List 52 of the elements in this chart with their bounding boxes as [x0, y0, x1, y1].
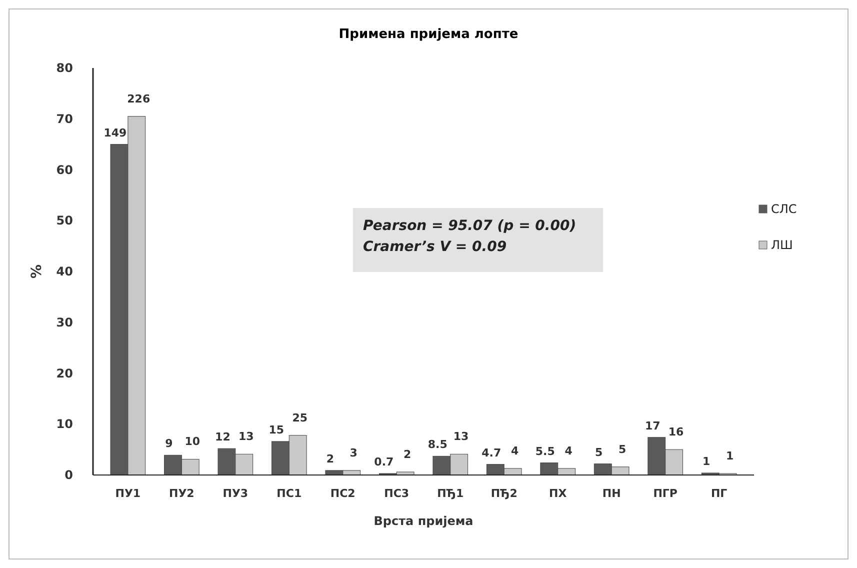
annotation: 2 — [404, 448, 412, 461]
annotation: 16 — [668, 426, 684, 439]
x-tick-label: ПГР — [653, 487, 678, 500]
annotation: 5.5 — [535, 444, 555, 458]
y-axis-title: % — [29, 264, 45, 279]
annotation: 3 — [350, 446, 358, 460]
chart-title: Примена пријема лопте — [338, 27, 518, 42]
annotation: 5 — [595, 446, 603, 459]
y-tick-label: 60 — [56, 162, 73, 177]
x-tick-label: ПС3 — [384, 487, 410, 500]
annotation: 0.7 — [374, 455, 394, 468]
annotation: 4 — [510, 444, 519, 458]
x-tick-label: ПС2 — [330, 487, 356, 500]
annotation: 9 — [165, 437, 173, 450]
x-tick-label: ПС1 — [276, 487, 302, 500]
annotation: 13 — [238, 430, 254, 444]
annotation: Cramer’s V = 0.09 — [363, 239, 507, 255]
annotation: 17 — [644, 419, 660, 432]
y-tick-label: 70 — [56, 112, 73, 126]
annotation: 8.5 — [428, 438, 448, 452]
x-tick-label: ПН — [602, 487, 621, 500]
y-tick-label: 50 — [56, 214, 73, 228]
x-tick-label: ПГ — [710, 487, 728, 500]
x-tick-label: ПХ — [549, 487, 568, 500]
y-tick-label: 0 — [64, 468, 73, 482]
annotation: 12 — [215, 430, 230, 444]
annotation: 1 — [702, 454, 710, 468]
y-tick-label: 30 — [56, 315, 73, 330]
x-tick-label: ПЂ1 — [437, 487, 464, 500]
legend-label: ЛШ — [771, 238, 793, 252]
y-tick-label: 80 — [56, 61, 73, 75]
y-tick-label: 10 — [56, 417, 73, 432]
y-tick-label: 20 — [56, 366, 73, 380]
annotation: 5 — [618, 442, 626, 456]
annotation: 149 — [104, 126, 127, 140]
x-tick-label: ПУ2 — [169, 487, 194, 500]
annotation: 10 — [184, 435, 200, 448]
x-tick-label: ПУ1 — [115, 487, 141, 500]
annotation: 4 — [564, 444, 573, 458]
y-tick-label: 40 — [56, 264, 73, 278]
x-tick-label: ПУ3 — [222, 487, 248, 500]
annotation: Pearson = 95.07 (p = 0.00) — [363, 218, 576, 234]
x-axis-title: Врста пријема — [374, 514, 474, 528]
x-tick-label: ПЂ2 — [490, 487, 518, 500]
legend-label: СЛС — [771, 202, 797, 216]
annotation: 4.7 — [482, 446, 502, 460]
annotation: 226 — [127, 92, 150, 106]
annotation: 25 — [292, 411, 308, 424]
annotation: 1 — [726, 449, 734, 462]
annotation: 13 — [453, 430, 469, 444]
annotation: 2 — [326, 452, 334, 466]
annotation: 15 — [268, 423, 284, 436]
